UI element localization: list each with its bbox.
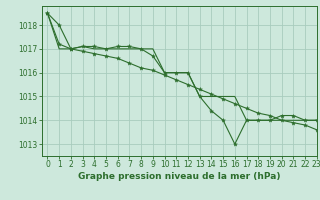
- X-axis label: Graphe pression niveau de la mer (hPa): Graphe pression niveau de la mer (hPa): [78, 172, 280, 181]
